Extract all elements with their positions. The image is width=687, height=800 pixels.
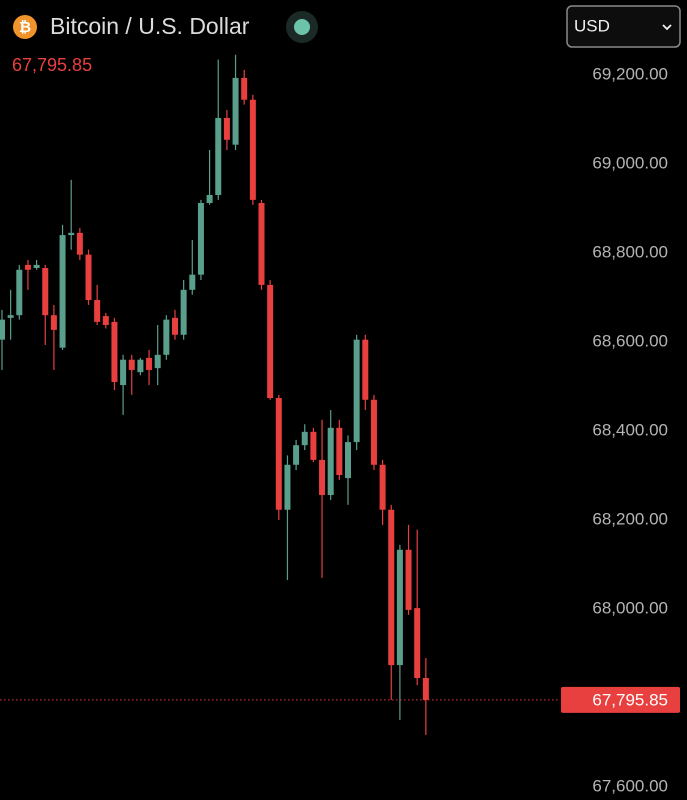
candle-body	[16, 269, 23, 316]
y-tick-label: 68,000.00	[592, 598, 668, 617]
y-tick-label: 69,000.00	[592, 153, 668, 172]
candle-body	[154, 354, 161, 369]
candle-body	[76, 232, 83, 255]
candle-body	[275, 397, 282, 510]
candle-body	[120, 359, 127, 386]
candle-body	[206, 194, 213, 204]
y-axis: 69,200.00 69,000.00 68,800.00 68,600.00 68,4…	[592, 64, 668, 796]
candle-body	[232, 77, 239, 145]
last-price-label: 67,795.85	[592, 690, 668, 709]
candle-body	[223, 117, 230, 140]
candle-body	[111, 321, 118, 382]
status-dot	[294, 19, 310, 35]
candle-body	[42, 268, 49, 316]
last-price-tag	[561, 686, 680, 713]
candle-body	[241, 77, 248, 100]
candle-body	[128, 359, 135, 370]
candle-body	[396, 549, 403, 666]
plot-area	[0, 54, 558, 736]
candle-body	[50, 315, 57, 330]
dropdown-label[interactable]: USD	[574, 16, 610, 35]
candle-body	[146, 357, 153, 370]
candle-body	[353, 339, 360, 443]
candle-body	[258, 203, 265, 285]
candle-body	[405, 549, 412, 610]
candle-body	[422, 678, 429, 700]
y-tick-label: 68,800.00	[592, 242, 668, 261]
candle-body	[310, 431, 317, 460]
candle-body	[249, 99, 256, 200]
candle-body	[197, 203, 204, 275]
y-tick-label: 68,600.00	[592, 331, 668, 350]
candle-body	[319, 459, 326, 496]
dropdown-chevron[interactable]	[662, 24, 672, 31]
candle-body	[85, 254, 92, 301]
candle-body	[414, 608, 421, 679]
candle-body	[59, 235, 66, 348]
current-price: 67,795.85	[12, 55, 92, 75]
candle-body	[362, 339, 369, 400]
candle-body	[379, 464, 386, 510]
candle-body	[370, 399, 377, 465]
candle-body	[388, 509, 395, 666]
coin-icon	[13, 15, 37, 39]
candle-body	[24, 264, 31, 270]
candle-body	[189, 274, 196, 290]
candle-body	[172, 317, 178, 335]
candle-body	[293, 445, 300, 465]
candle-body	[137, 359, 144, 373]
candle-body	[102, 316, 109, 325]
candle-body	[301, 431, 308, 446]
candle-body	[180, 289, 187, 335]
y-tick-label: 68,400.00	[592, 420, 668, 439]
price-tag: 67,795.85	[561, 686, 680, 713]
y-tick-label: 69,200.00	[592, 64, 668, 83]
coin-icon-glyph: ₿	[19, 19, 31, 36]
currency-dropdown[interactable]: USD	[566, 5, 681, 48]
candle-body	[33, 264, 40, 269]
candle-body	[94, 300, 101, 322]
candle-body	[68, 232, 75, 236]
candle-body	[345, 442, 351, 479]
dropdown-box[interactable]	[566, 5, 681, 48]
chart-title: Bitcoin / U.S. Dollar	[50, 13, 250, 39]
candle-body	[215, 117, 222, 195]
candle-body	[0, 319, 5, 340]
candle-body	[284, 464, 291, 510]
candle-body	[7, 315, 14, 318]
y-tick-label: 68,200.00	[592, 509, 668, 528]
candle-body	[327, 427, 334, 496]
candle-body	[336, 427, 343, 476]
candle-body	[163, 319, 170, 355]
y-tick-label: 67,600.00	[592, 777, 668, 796]
candle-body	[267, 284, 274, 398]
